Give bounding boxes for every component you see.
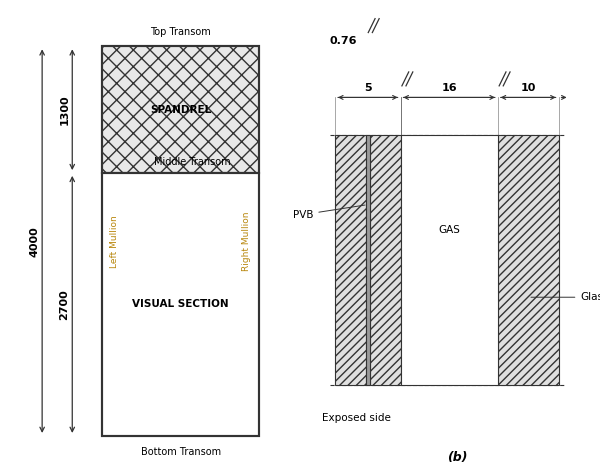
- Bar: [365, 134, 370, 385]
- Bar: [103, 46, 259, 436]
- Text: 4000: 4000: [29, 226, 39, 256]
- Text: Top Transom: Top Transom: [151, 27, 211, 37]
- Text: (b): (b): [448, 451, 468, 464]
- Bar: [103, 46, 259, 173]
- Bar: [103, 173, 259, 436]
- Text: 0.76: 0.76: [329, 36, 357, 46]
- Text: GAS: GAS: [438, 225, 460, 235]
- Text: Right Mullion: Right Mullion: [242, 211, 251, 271]
- Text: 10: 10: [520, 83, 536, 93]
- Bar: [401, 134, 498, 385]
- Text: 5: 5: [364, 83, 371, 93]
- Text: Bottom Transom: Bottom Transom: [140, 447, 221, 457]
- Text: PVB: PVB: [293, 205, 365, 219]
- Text: SPANDREL: SPANDREL: [150, 105, 211, 115]
- Text: 2700: 2700: [59, 289, 69, 320]
- Bar: [370, 134, 401, 385]
- Text: Exposed side: Exposed side: [322, 412, 391, 423]
- Text: VISUAL SECTION: VISUAL SECTION: [133, 299, 229, 309]
- Bar: [498, 134, 559, 385]
- Text: 1300: 1300: [59, 95, 69, 125]
- Text: 16: 16: [442, 83, 457, 93]
- Bar: [335, 134, 365, 385]
- Text: Middle Transom: Middle Transom: [154, 158, 231, 167]
- Text: Glass: Glass: [531, 292, 600, 302]
- Text: Left Mullion: Left Mullion: [110, 215, 119, 268]
